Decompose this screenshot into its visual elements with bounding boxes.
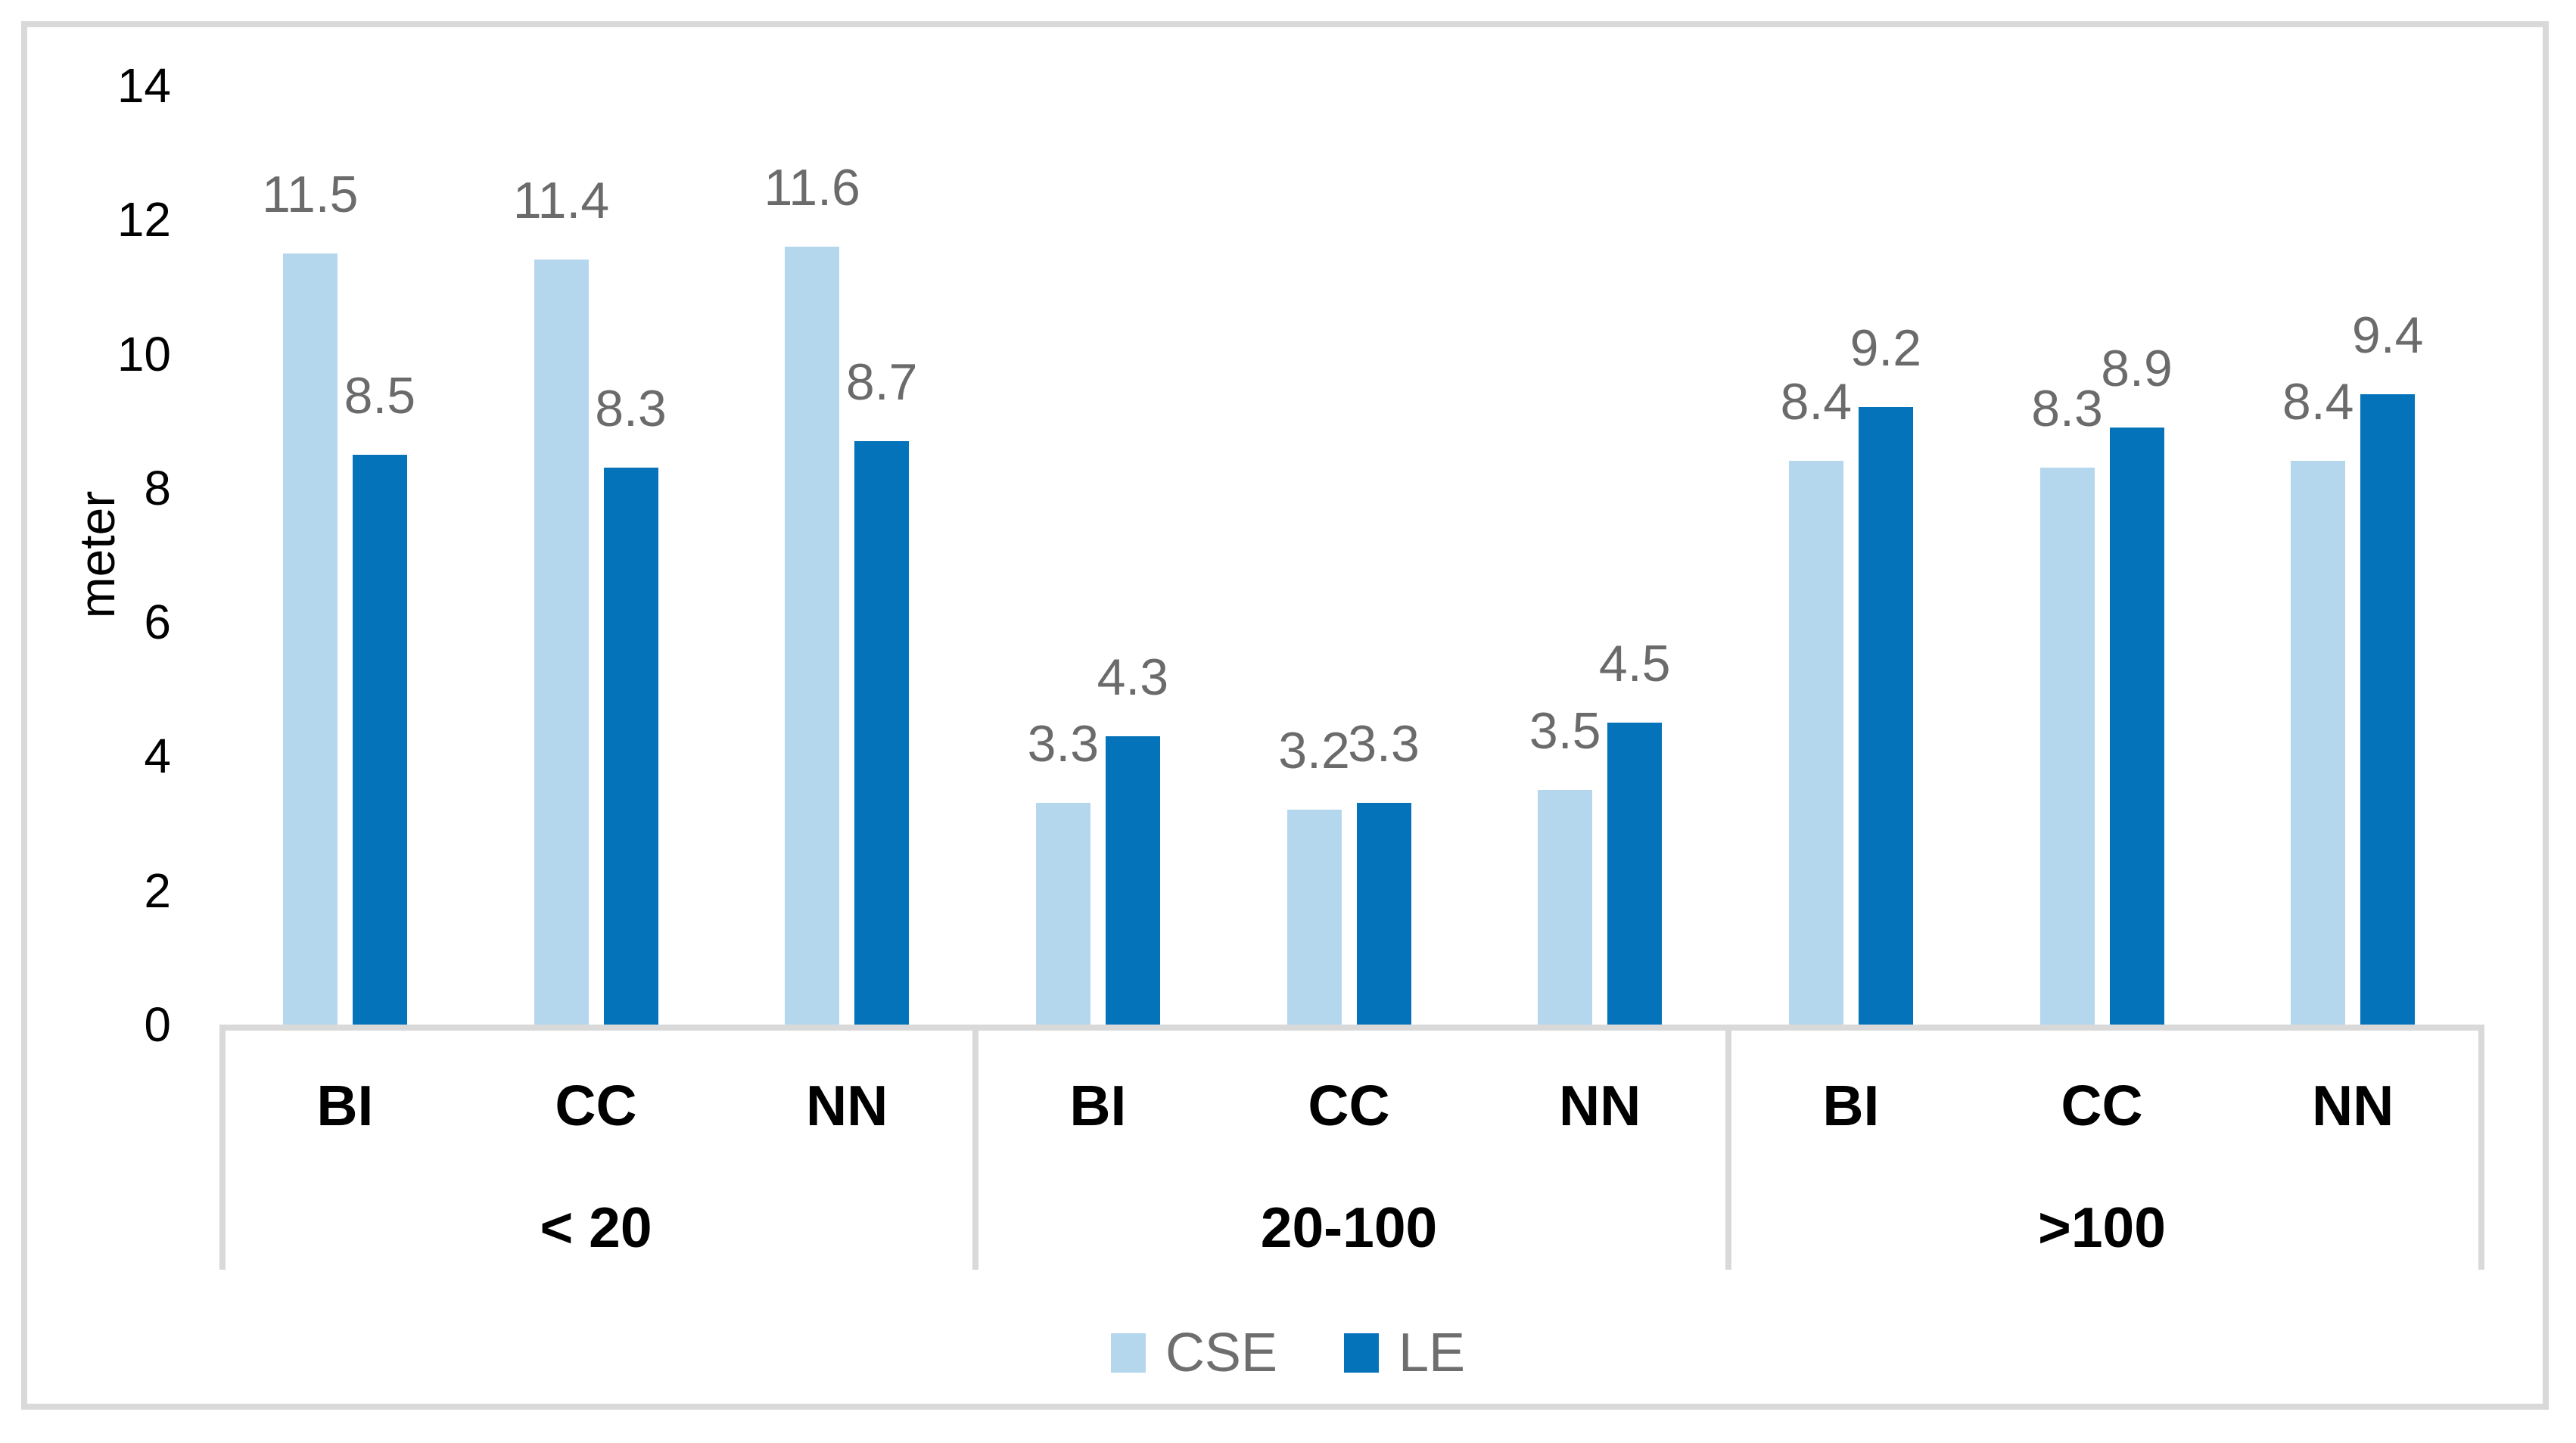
legend: CSE LE — [0, 1323, 2576, 1383]
category-label: NN — [805, 1074, 888, 1137]
category-label: CC — [2061, 1074, 2143, 1137]
bar-value-label: 3.5 — [1529, 701, 1601, 760]
y-tick-label: 4 — [144, 729, 171, 784]
bar-le-cc — [2109, 428, 2164, 1025]
bar-le-cc — [1356, 803, 1411, 1025]
bar-le-bi — [1105, 735, 1160, 1025]
category-label: BI — [1069, 1074, 1127, 1137]
legend-swatch-icon — [1343, 1333, 1379, 1373]
bar-cse-bi — [1788, 461, 1843, 1025]
category-table-border — [2478, 1025, 2484, 1270]
y-tick-label: 12 — [117, 192, 171, 247]
bar-cse-cc — [534, 260, 589, 1025]
legend-entry-cse: CSE — [1110, 1323, 1277, 1383]
category-table-border — [972, 1025, 978, 1270]
category-label: NN — [2311, 1074, 2394, 1137]
bar-cse-nn — [785, 246, 840, 1025]
bar-le-cc — [603, 468, 658, 1025]
category-label: NN — [1558, 1074, 1641, 1137]
group-label: >100 — [2038, 1196, 2166, 1259]
bar-value-label: 9.2 — [1850, 319, 1922, 378]
bar-value-label: 3.3 — [1348, 715, 1420, 773]
bar-value-label: 8.5 — [344, 366, 416, 425]
bar-cse-bi — [1035, 803, 1090, 1025]
bar-value-label: 8.4 — [2282, 373, 2354, 431]
y-tick-label: 10 — [117, 326, 171, 381]
bar-le-bi — [1858, 407, 1913, 1025]
bar-value-label: 8.7 — [845, 353, 918, 411]
bar-cse-nn — [2291, 461, 2346, 1025]
bar-le-nn — [2360, 393, 2416, 1025]
group-label: < 20 — [540, 1196, 652, 1259]
category-label: CC — [555, 1074, 637, 1137]
bar-cse-cc — [1286, 810, 1342, 1025]
bar-value-label: 4.5 — [1598, 635, 1671, 693]
group-label: 20-100 — [1260, 1196, 1438, 1259]
bar-value-label: 9.4 — [2351, 306, 2424, 364]
bar-value-label: 3.3 — [1027, 715, 1100, 773]
category-label: CC — [1308, 1074, 1390, 1137]
bar-value-label: 11.5 — [262, 165, 359, 223]
chart-outer-border — [21, 21, 2549, 1410]
category-table-border — [219, 1025, 226, 1270]
bar-le-nn — [854, 440, 910, 1025]
legend-series-name: LE — [1398, 1323, 1466, 1383]
bar-value-label: 3.2 — [1278, 722, 1350, 780]
y-tick-label: 2 — [144, 863, 171, 918]
bar-value-label: 8.4 — [1780, 373, 1853, 431]
y-tick-label: 8 — [144, 460, 171, 515]
category-label: BI — [1822, 1074, 1880, 1137]
bar-cse-bi — [282, 253, 338, 1025]
bar-value-label: 8.9 — [2101, 340, 2173, 398]
bar-value-label: 11.6 — [764, 158, 860, 216]
y-tick-label: 14 — [117, 58, 171, 113]
bar-value-label: 8.3 — [595, 380, 667, 438]
y-tick-label: 6 — [144, 595, 171, 650]
legend-swatch-icon — [1110, 1333, 1146, 1373]
bar-le-bi — [352, 454, 407, 1025]
bar-le-nn — [1607, 723, 1663, 1025]
category-label: BI — [316, 1074, 374, 1137]
bar-value-label: 4.3 — [1097, 648, 1169, 706]
y-tick-label: 0 — [144, 997, 171, 1052]
bar-value-label: 8.3 — [2031, 380, 2103, 438]
bar-value-label: 11.4 — [512, 172, 610, 230]
x-axis-line — [219, 1025, 2484, 1031]
bar-cse-nn — [1538, 789, 1593, 1025]
legend-series-name: CSE — [1165, 1323, 1277, 1383]
category-table-border — [1725, 1025, 1731, 1270]
legend-entry-le: LE — [1343, 1323, 1466, 1383]
bar-cse-cc — [2039, 468, 2095, 1025]
